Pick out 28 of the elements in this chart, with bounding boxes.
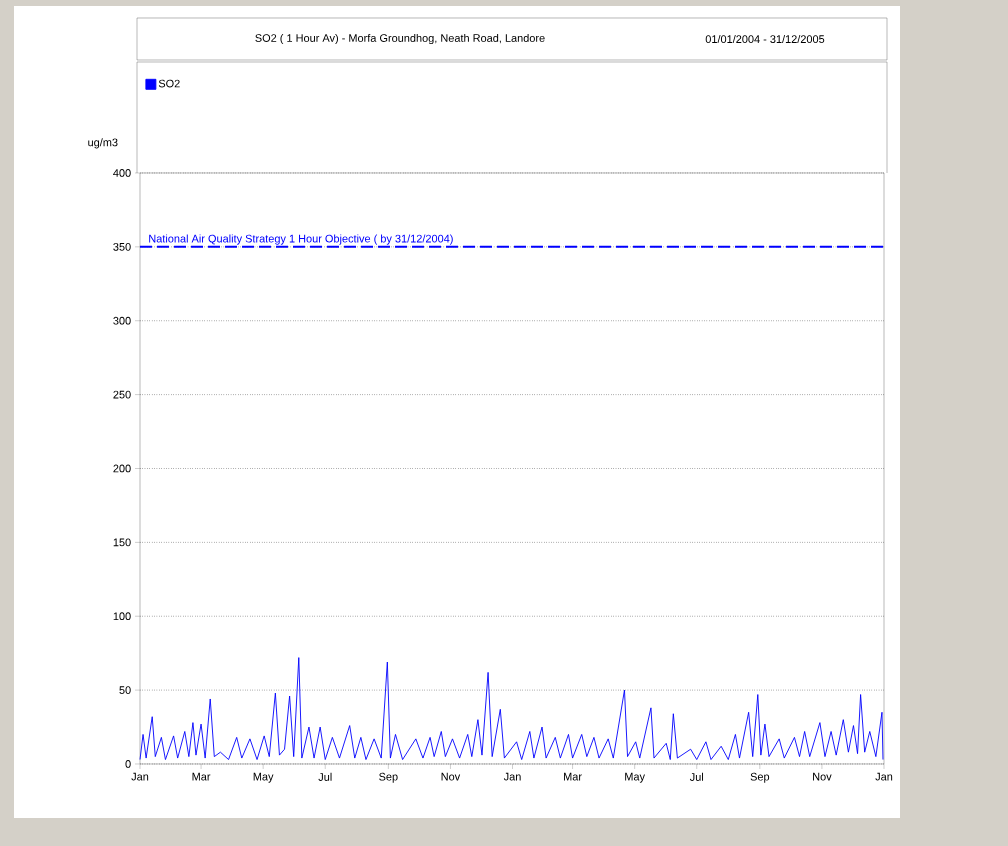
y-axis-title: ug/m3 [88, 138, 118, 149]
y-tick-label: 250 [113, 390, 131, 399]
x-tick-label: Mar [192, 772, 211, 781]
chart-title: SO2 ( 1 Hour Av) - Morfa Groundhog, Neath Road, Landore [255, 33, 545, 45]
y-tick-label: 0 [125, 760, 131, 768]
line-series [139, 657, 884, 760]
y-tick-label: 50 [119, 686, 131, 694]
x-tick-label: Sep [379, 772, 398, 783]
y-tick-label: 100 [113, 612, 131, 621]
y-tick-label: 150 [113, 538, 131, 547]
y-tick-label: 300 [113, 316, 131, 325]
ref-line-label: National Air Quality Strategy 1 Hour Objective ( by 31/12/2004) [149, 234, 453, 245]
x-tick-label: May [625, 772, 645, 783]
y-tick-label: 350 [113, 242, 131, 251]
x-tick-label: Nov [441, 772, 461, 781]
x-tick-label: Nov [813, 772, 832, 781]
legend-label: SO2 [158, 79, 180, 88]
chart-subtitle: 01/01/2004 - 31/12/2005 [705, 34, 825, 44]
x-tick-label: May [253, 772, 274, 783]
y-tick-label: 400 [113, 169, 131, 177]
x-tick-label: Jul [318, 772, 332, 781]
x-tick-label: Jan [875, 772, 893, 781]
x-tick-label: Mar [564, 772, 582, 781]
y-tick-label: 200 [113, 464, 131, 473]
x-tick-label: Sep [750, 772, 770, 783]
x-tick-label: Jul [689, 772, 704, 781]
x-tick-label: Jan [131, 772, 149, 781]
x-tick-label: Jan [503, 772, 521, 781]
